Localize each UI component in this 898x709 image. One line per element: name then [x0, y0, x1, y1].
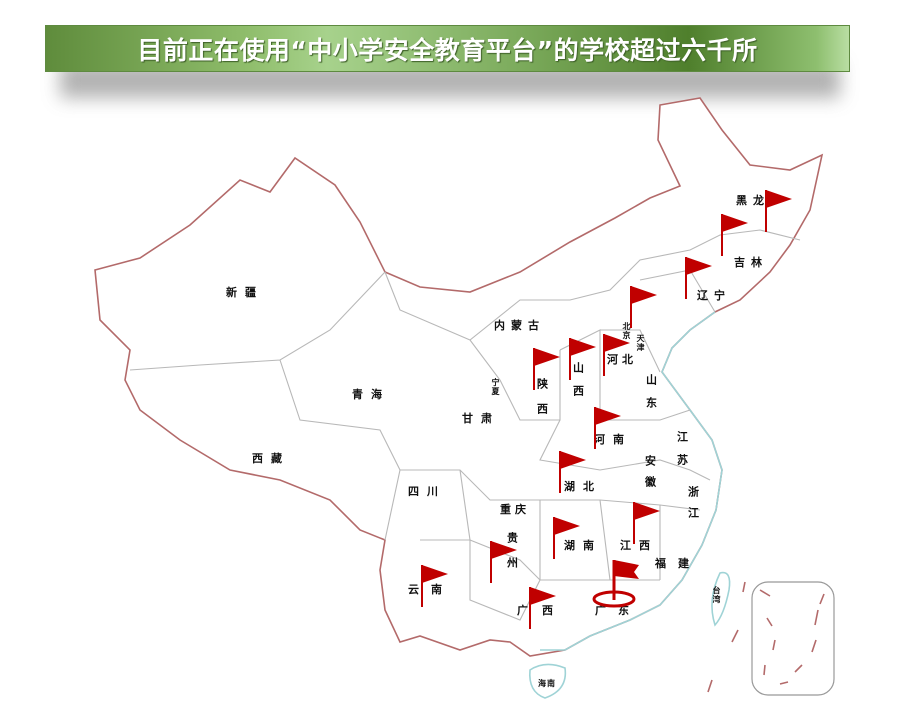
label-shandong: 山东: [645, 373, 658, 420]
label-anhui: 安徽: [644, 454, 658, 497]
nine-dash-line: [707, 581, 746, 693]
red-flag-icon: [765, 190, 792, 232]
red-flag-icon: [421, 565, 448, 607]
label-fujian: 福建: [654, 556, 701, 570]
label-yunnan: 云南: [408, 582, 454, 596]
label-shaanxi: 陕西: [536, 377, 549, 428]
label-sichuan: 四川: [408, 485, 446, 498]
south-china-sea-inset: [751, 581, 835, 696]
label-qinghai: 青海: [352, 387, 390, 401]
label-liaoning: 辽宁: [697, 288, 731, 302]
label-jilin: 吉林: [734, 255, 768, 269]
red-flag-icon: [559, 451, 586, 493]
page-title: 目前正在使用“中小学安全教育平台”的学校超过六千所: [137, 35, 758, 65]
red-flag-icon: [612, 560, 639, 600]
label-henan: 河南: [594, 432, 632, 446]
flag-markers: [421, 190, 792, 629]
label-xizang: 西藏: [252, 451, 290, 465]
red-flag-icon: [630, 286, 657, 328]
label-hubei: 湖北: [564, 479, 602, 493]
label-hainan: 海南: [538, 678, 556, 688]
inset-dashes: [759, 589, 825, 685]
red-flag-icon: [533, 348, 560, 390]
label-jiangxi: 江西: [620, 538, 658, 552]
label-beijing: 北京: [622, 321, 632, 340]
label-hebei: 河北: [607, 352, 637, 366]
title-banner: 目前正在使用“中小学安全教育平台”的学校超过六千所: [45, 25, 850, 72]
label-jiangsu: 江苏: [676, 430, 689, 477]
label-hunan: 湖南: [564, 538, 602, 552]
label-gansu: 甘肃: [462, 411, 500, 425]
label-chongqing: 重庆: [500, 502, 530, 516]
red-flag-icon: [721, 214, 748, 256]
label-xinjiang: 新疆: [226, 285, 264, 299]
label-heilongjiang: 黑龙: [736, 193, 770, 207]
label-shanxi: 山西: [572, 361, 585, 408]
coastline: [540, 311, 723, 651]
hainan-island: [528, 663, 567, 699]
country-outline: [94, 97, 824, 657]
province-boundaries: [129, 229, 801, 621]
red-flag-icon: [569, 338, 596, 380]
label-tianjin: 天津: [635, 334, 646, 352]
red-flag-icon: [603, 334, 630, 376]
label-ningxia: 宁夏: [490, 377, 501, 396]
label-guizhou: 贵州: [506, 531, 520, 582]
red-flag-icon: [553, 517, 580, 559]
label-guangxi: 广西: [517, 603, 567, 617]
taiwan-island: [711, 571, 731, 627]
label-neimenggu: 内蒙古: [494, 318, 545, 332]
label-taiwan: 台湾: [712, 585, 722, 604]
red-flag-icon: [633, 502, 660, 544]
label-zhejiang: 浙江: [687, 485, 700, 528]
red-flag-icon: [490, 541, 517, 583]
red-flag-icon: [685, 257, 712, 299]
red-flag-icon: [529, 587, 556, 629]
red-flag-icon: [594, 407, 621, 449]
